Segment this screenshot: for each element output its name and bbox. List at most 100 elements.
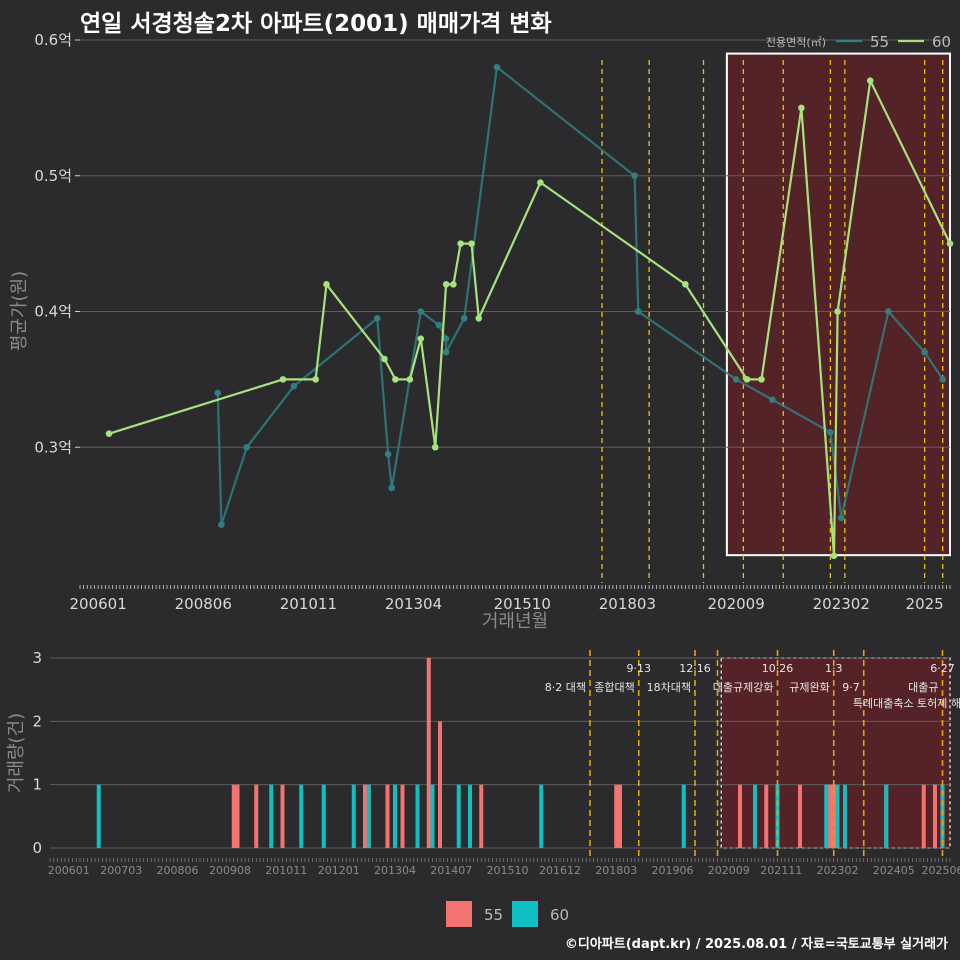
- policy-note: 특례대출축소 토허제 해제: [853, 696, 960, 710]
- data-point-55: [214, 389, 222, 397]
- data-point-55: [388, 484, 396, 492]
- bar-55: [828, 784, 832, 848]
- policy-label: 규제완화: [789, 681, 829, 694]
- bar-60: [940, 784, 945, 848]
- y-tick-label: 0.3억: [34, 438, 72, 456]
- data-point-60: [830, 552, 838, 560]
- x-tick-label: 200806: [157, 864, 199, 877]
- bar-55: [363, 784, 367, 848]
- legend-label-55: 55: [870, 33, 889, 51]
- legend-title: 전용면적(㎡): [766, 36, 826, 49]
- y-tick-label: 0.5억: [34, 167, 72, 185]
- x-tick-label: 202009: [707, 595, 764, 613]
- y-tick-label: 0.6억: [34, 31, 72, 49]
- x-tick-label: 201803: [595, 864, 637, 877]
- data-point-55: [435, 321, 443, 329]
- y-tick-label: 1: [32, 776, 42, 794]
- x-tick-label: 202506: [922, 864, 960, 877]
- bar-55: [231, 784, 236, 848]
- bar-60: [351, 784, 356, 848]
- y-tick-label: 3: [32, 649, 42, 667]
- data-point-55: [442, 348, 450, 356]
- data-point-55: [885, 308, 892, 315]
- data-point-60: [758, 376, 765, 383]
- y-tick-label: 0.4억: [34, 303, 72, 321]
- bar-55: [479, 784, 484, 848]
- policy-date-label: 9·13: [627, 662, 652, 675]
- x-tick-label: 202302: [817, 864, 859, 877]
- bar-60: [96, 784, 101, 848]
- x-tick-label: 201304: [385, 595, 442, 613]
- data-point-55: [631, 172, 638, 180]
- x-tick-label: 202302: [813, 595, 870, 613]
- data-point-60: [279, 376, 287, 383]
- legend-label-60: 60: [550, 906, 569, 924]
- y-axis-title: 거래량(건): [6, 713, 27, 793]
- data-point-60: [537, 179, 544, 186]
- bar-55: [426, 658, 431, 848]
- bar-60: [681, 784, 686, 848]
- x-tick-label: 201407: [430, 864, 472, 877]
- x-tick-label: 201304: [374, 864, 416, 877]
- x-tick-label: 201612: [539, 864, 581, 877]
- y-tick-label: 2: [32, 712, 42, 730]
- x-axis-title: 거래년월: [482, 611, 548, 632]
- bar-55: [400, 784, 405, 848]
- page-title: 연일 서경청솔2차 아파트(2001) 매매가격 변화: [80, 11, 552, 37]
- data-point-60: [417, 335, 425, 342]
- legend-label-60: 60: [932, 33, 951, 51]
- data-point-60: [406, 376, 414, 383]
- bar-55: [618, 784, 622, 848]
- y-axis-title: 평균가(원): [9, 271, 30, 351]
- data-point-55: [732, 376, 740, 383]
- bar-55: [798, 784, 802, 848]
- bar-60: [884, 784, 889, 848]
- data-point-60: [442, 281, 450, 288]
- bar-60: [775, 784, 780, 848]
- bar-60: [430, 784, 435, 848]
- y-tick-label: 0: [32, 839, 42, 857]
- data-point-60: [743, 376, 751, 383]
- data-point-60: [323, 281, 330, 288]
- data-point-55: [218, 521, 225, 528]
- x-tick-label: 201510: [494, 595, 551, 613]
- data-point-55: [493, 63, 501, 71]
- x-tick-label: 200601: [48, 864, 90, 877]
- footer-credit: ©디아파트(dapt.kr) / 2025.08.01 / 자료=국토교통부 실…: [564, 937, 948, 952]
- data-point-55: [384, 450, 392, 458]
- x-tick-label: 200703: [100, 864, 142, 877]
- data-point-60: [946, 240, 954, 247]
- x-tick-label: 200806: [175, 595, 232, 613]
- bar-55: [921, 784, 926, 848]
- bar-60: [843, 784, 847, 848]
- data-point-55: [243, 443, 251, 451]
- x-tick-label: 2025: [906, 595, 944, 613]
- data-point-60: [457, 240, 464, 247]
- bar-55: [235, 784, 240, 848]
- data-point-55: [837, 514, 845, 522]
- data-point-55: [442, 335, 450, 342]
- bar-60: [321, 784, 326, 848]
- data-point-60: [866, 77, 874, 85]
- data-point-60: [381, 355, 388, 363]
- data-point-60: [475, 314, 483, 322]
- bar-60: [366, 784, 371, 848]
- data-point-55: [939, 376, 947, 383]
- policy-label: 대출규제강화: [713, 681, 774, 694]
- bar-55: [764, 784, 769, 848]
- data-point-60: [798, 104, 805, 112]
- data-point-55: [417, 308, 425, 315]
- bar-55: [438, 721, 442, 848]
- bar-55: [831, 784, 836, 848]
- policy-date-label: 12·16: [679, 662, 711, 675]
- policy-label: 8·2 대책: [545, 681, 586, 694]
- data-point-60: [468, 240, 475, 247]
- policy-label: 대출규: [908, 681, 938, 694]
- data-point-60: [834, 308, 841, 315]
- policy-label: 18차대책: [647, 681, 691, 694]
- x-tick-label: 201011: [280, 595, 337, 613]
- data-point-55: [921, 348, 928, 356]
- bar-55: [614, 784, 619, 848]
- bar-55: [738, 784, 742, 848]
